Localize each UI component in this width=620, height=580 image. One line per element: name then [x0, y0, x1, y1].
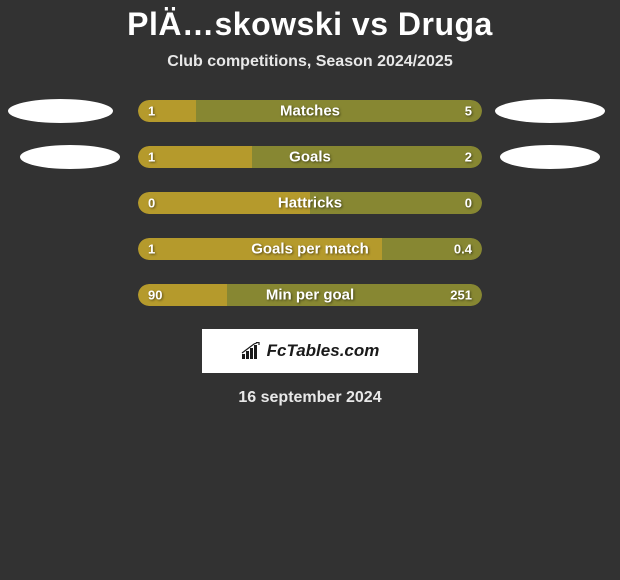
stat-row: Goals per match 1 0.4 [0, 237, 620, 261]
date-text: 16 september 2024 [0, 389, 620, 407]
value-right: 2 [465, 150, 472, 165]
bar-label: Hattricks [278, 195, 342, 212]
value-right: 251 [450, 288, 472, 303]
value-left: 1 [148, 150, 155, 165]
bar-label: Matches [280, 103, 340, 120]
bar-left [138, 100, 196, 122]
bar-track: Goals 1 2 [138, 146, 482, 168]
stats-area: Matches 1 5 Goals 1 2 Hattricks 0 0 Goals per mat… [0, 99, 620, 307]
logo-text: FcTables.com [267, 341, 380, 361]
value-left: 90 [148, 288, 162, 303]
value-left: 0 [148, 196, 155, 211]
value-left: 1 [148, 242, 155, 257]
logo-box: FcTables.com [202, 329, 418, 373]
stat-row: Min per goal 90 251 [0, 283, 620, 307]
team-oval-3 [500, 145, 600, 169]
page-title: PlÄ…skowski vs Druga [0, 6, 620, 43]
bar-label: Goals per match [251, 241, 369, 258]
team-oval-1 [495, 99, 605, 123]
value-left: 1 [148, 104, 155, 119]
bar-track: Matches 1 5 [138, 100, 482, 122]
chart-icon [241, 342, 263, 360]
value-right: 0 [465, 196, 472, 211]
bar-track: Goals per match 1 0.4 [138, 238, 482, 260]
bar-right [252, 146, 482, 168]
subtitle: Club competitions, Season 2024/2025 [0, 53, 620, 71]
bar-label: Min per goal [266, 287, 354, 304]
bar-label: Goals [289, 149, 331, 166]
stat-row: Hattricks 0 0 [0, 191, 620, 215]
value-right: 0.4 [454, 242, 472, 257]
bar-track: Hattricks 0 0 [138, 192, 482, 214]
team-oval-2 [20, 145, 120, 169]
team-oval-0 [8, 99, 113, 123]
bar-track: Min per goal 90 251 [138, 284, 482, 306]
value-right: 5 [465, 104, 472, 119]
